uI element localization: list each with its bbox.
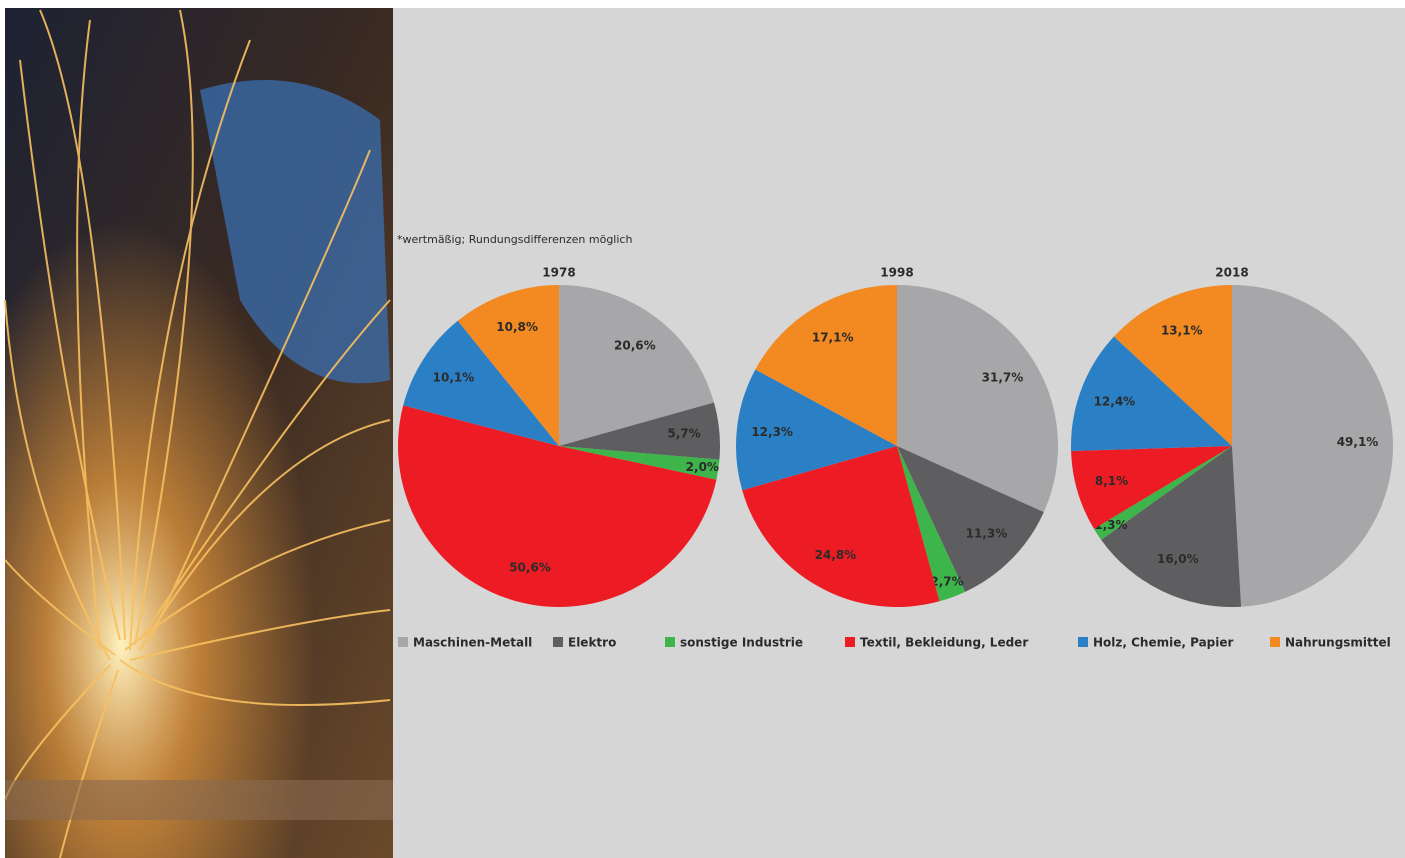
legend-swatch <box>1078 637 1088 647</box>
legend-label: Holz, Chemie, Papier <box>1093 636 1234 650</box>
value-label: 49,1% <box>1337 435 1379 449</box>
value-label: 17,1% <box>812 331 854 345</box>
value-label: 5,7% <box>667 427 700 441</box>
value-label: 50,6% <box>509 561 551 575</box>
legend-label: Elektro <box>568 636 616 650</box>
pie-title: 1998 <box>880 266 913 280</box>
legend-label: Nahrungsmittel <box>1285 636 1391 650</box>
pie-slice <box>457 285 559 446</box>
legend-label: sonstige Industrie <box>680 636 803 650</box>
pie-slice <box>897 446 966 602</box>
note: *wertmäßig; Rundungsdifferenzen möglich <box>397 233 632 246</box>
pie-slice <box>1232 285 1394 607</box>
pie-slice <box>559 446 720 480</box>
value-label: 10,1% <box>433 370 475 384</box>
legend-label: Textil, Bekleidung, Leder <box>860 636 1028 650</box>
pie-title: 2018 <box>1215 266 1248 280</box>
value-label: 8,1% <box>1095 474 1128 488</box>
pie-slice <box>897 285 1058 513</box>
value-label: 24,8% <box>815 548 857 562</box>
value-label: 10,8% <box>496 320 538 334</box>
legend-label: Maschinen-Metall <box>413 636 532 650</box>
pie-slice <box>1113 285 1232 446</box>
pie-slice <box>742 446 940 608</box>
pie-slice <box>403 320 559 446</box>
pie-slice <box>559 402 720 460</box>
pie-slice <box>559 285 714 446</box>
legend-swatch <box>553 637 563 647</box>
pie-slice <box>1093 446 1232 540</box>
legend-swatch <box>845 637 855 647</box>
value-label: 13,1% <box>1161 323 1203 337</box>
pie-slice <box>755 285 897 446</box>
pie-slice <box>1101 446 1242 607</box>
pie-slice <box>736 369 897 491</box>
pie-slice <box>398 405 717 607</box>
pie-title: 1978 <box>542 266 575 280</box>
value-label: 12,3% <box>751 425 793 439</box>
pie-slice <box>1071 336 1232 452</box>
legend-swatch <box>398 637 408 647</box>
value-label: 2,0% <box>686 460 719 474</box>
pie-slice <box>897 446 1044 592</box>
value-label: 16,0% <box>1157 552 1199 566</box>
legend-swatch <box>1270 637 1280 647</box>
legend-swatch <box>665 637 675 647</box>
value-label: 31,7% <box>982 370 1024 384</box>
value-label: 11,3% <box>966 527 1008 541</box>
pie-slice <box>1071 446 1232 529</box>
value-label: 20,6% <box>614 338 656 352</box>
photo <box>4 8 393 858</box>
value-label: 12,4% <box>1094 394 1136 408</box>
value-label: 2,7% <box>930 575 963 589</box>
